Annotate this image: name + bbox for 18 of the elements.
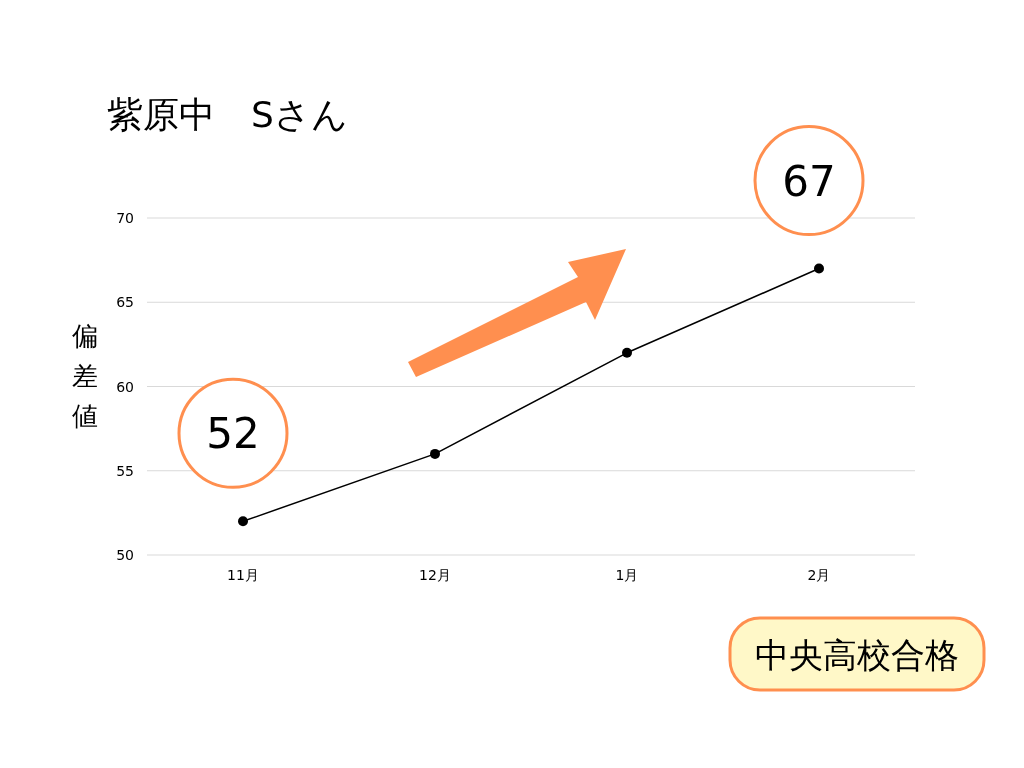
x-tick-label: 2月	[807, 567, 831, 583]
x-tick-label: 1月	[615, 567, 639, 583]
point	[814, 263, 824, 274]
point	[622, 347, 632, 358]
text: 中央高校合格	[755, 635, 959, 675]
point	[238, 516, 248, 527]
y-tick-label: 50	[116, 547, 134, 563]
x-tick-label: 12月	[419, 567, 451, 583]
y-tick-label: 65	[116, 294, 134, 311]
y-axis-title: 偏差値	[72, 321, 98, 431]
y-tick-label: 55	[116, 462, 134, 479]
annotation: 52	[206, 409, 260, 459]
annotation: 67	[782, 156, 836, 206]
y-tick-label: 60	[116, 378, 134, 395]
chart-title: 紫原中 Sさん	[107, 94, 348, 135]
point	[430, 448, 440, 459]
y-tick-label: 70	[116, 210, 134, 226]
x-tick-label: 11月	[227, 567, 259, 583]
